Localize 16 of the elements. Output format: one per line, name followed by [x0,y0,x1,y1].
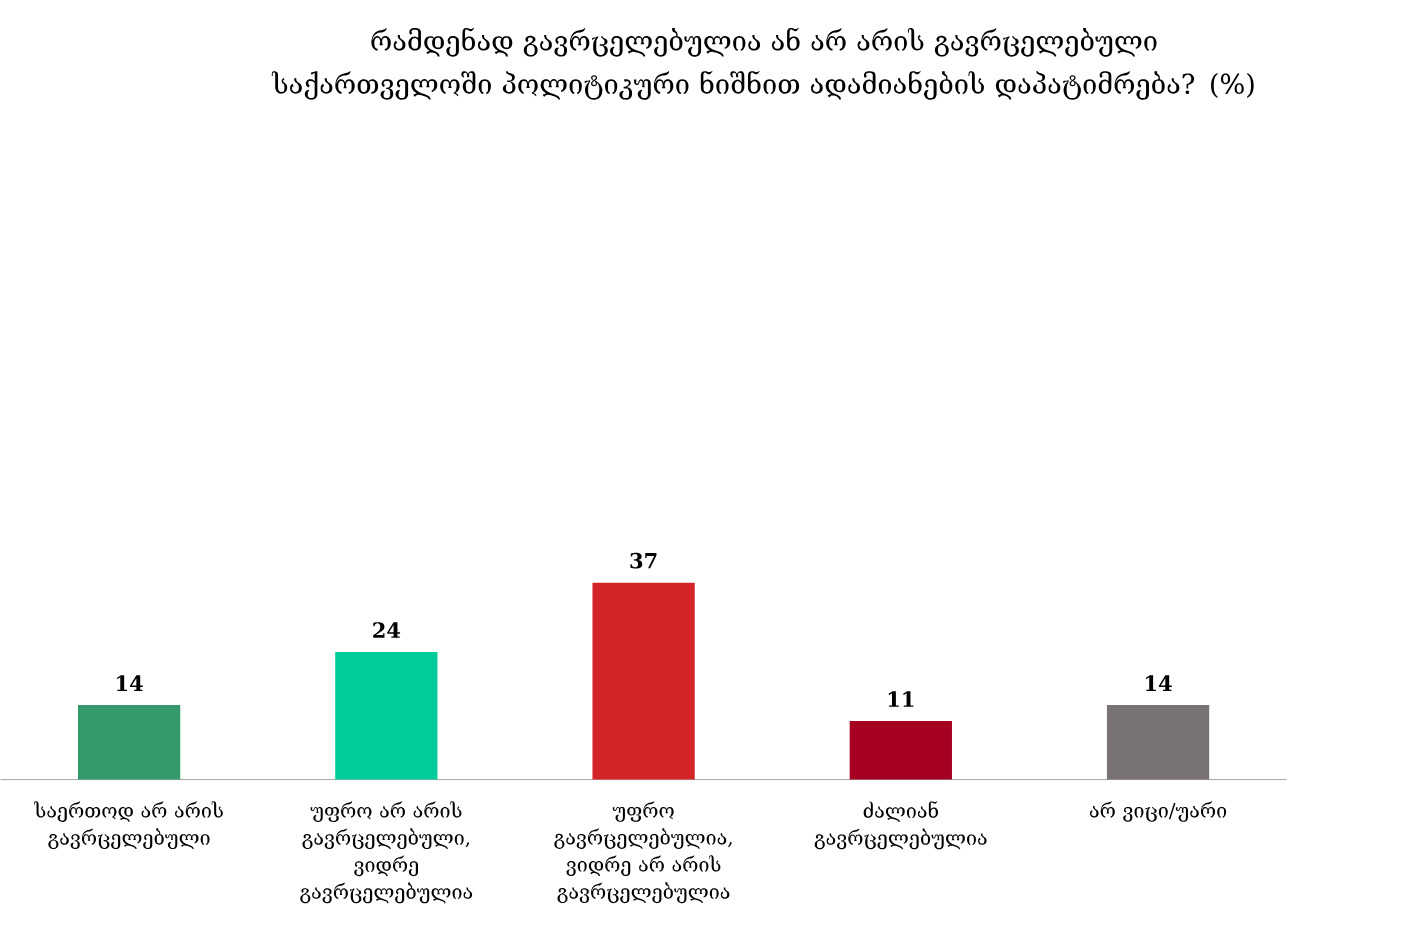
x-tick-label: საერთოდ არ არის გავრცელებული [34,800,223,849]
bar [77,704,181,780]
bar [335,651,438,780]
x-tick-label: ძალიან გავრცელებულია [814,801,987,850]
data-label: 14 [117,675,143,691]
x-tick-label: უფრო გავრცელებულია, ვიდრე არ არის გავრცელებულია [554,801,732,903]
chart-title: რამდენად გავრცელებულია ან არ არის გავრცელებული საქართველოში პოლიტიკური ნიშნით ადამიანების დაპატიმრება? (%) [271,27,1254,100]
bar [592,582,695,780]
bar [1106,704,1210,780]
x-tick-label: უფრო არ არის გავრცელებული, ვიდრე გავრცელებულია [300,800,473,904]
data-label: 24 [373,621,401,638]
data-label: 11 [888,691,914,707]
data-label: 14 [1146,675,1172,691]
bar [849,720,952,780]
x-tick-label: არ ვიცი/უარი [1090,801,1227,822]
data-label: 37 [630,552,657,569]
